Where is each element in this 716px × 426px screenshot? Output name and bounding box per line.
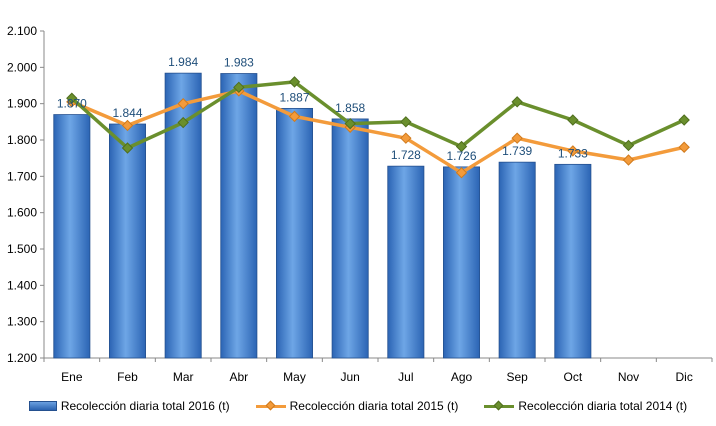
y-tick-label: 1.200 — [7, 351, 37, 365]
marker-2014 — [455, 140, 468, 153]
marker-2014 — [177, 116, 189, 129]
x-tick-label: Nov — [618, 370, 639, 384]
x-tick-label: Sep — [506, 370, 528, 384]
legend-label-2014: Recolección diaria total 2014 (t) — [518, 399, 688, 413]
legend: Recolección diaria total 2016 (t) Recole… — [0, 396, 716, 416]
data-label: 1.733 — [558, 146, 588, 160]
x-tick-label: Ene — [61, 370, 83, 384]
x-tick-label: Mar — [173, 370, 194, 384]
legend-label-2015: Recolección diaria total 2015 (t) — [289, 399, 459, 413]
y-tick-label: 2.100 — [7, 24, 37, 38]
data-label: 1.984 — [168, 55, 198, 69]
legend-swatch-2016 — [28, 401, 57, 411]
bar — [53, 114, 91, 359]
marker-2014 — [622, 139, 635, 152]
data-label: 1.983 — [224, 56, 254, 70]
marker-2014 — [233, 81, 245, 94]
x-tick-label: Feb — [117, 370, 138, 384]
marker-2015 — [678, 141, 690, 153]
bars-2016 — [53, 72, 592, 359]
marker-2015 — [288, 110, 301, 123]
x-tick-label: Oct — [563, 370, 582, 384]
bar — [554, 163, 592, 359]
bar — [220, 73, 258, 359]
marker-2015 — [121, 119, 134, 132]
x-tick-label: Abr — [229, 370, 248, 384]
bar — [443, 166, 480, 359]
bar — [331, 118, 369, 359]
bar — [276, 107, 313, 359]
y-tick-label: 1.300 — [7, 315, 37, 329]
bar — [109, 123, 146, 359]
line-series-2015 — [71, 89, 685, 175]
data-label: 1.728 — [391, 148, 421, 162]
marker-2014 — [511, 96, 523, 108]
data-label: 1.858 — [335, 101, 365, 115]
marker-2014 — [567, 114, 579, 126]
marker-2014 — [344, 117, 356, 130]
lines — [66, 76, 690, 179]
marker-2015 — [400, 132, 412, 144]
bar — [498, 161, 536, 359]
legend-item-2016: Recolección diaria total 2016 (t) — [28, 396, 230, 416]
y-tick-label: 1.900 — [7, 97, 37, 111]
axes: 1.200 1.300 1.400 1.500 1.600 1.700 1.800 1.900… — [7, 24, 713, 384]
x-tick-label: Ago — [451, 370, 473, 384]
legend-item-2015: Recolección diaria total 2015 (t) — [255, 396, 459, 416]
marker-2014 — [400, 116, 412, 128]
data-label: 1.726 — [446, 149, 476, 163]
marker-2015 — [567, 145, 579, 157]
x-tick-label: Jul — [398, 370, 413, 384]
x-tick-label: Dic — [675, 370, 692, 384]
legend-item-2014: Recolección diaria total 2014 (t) — [484, 396, 687, 416]
marker-2014 — [121, 142, 134, 154]
line-series-2014 — [70, 80, 685, 150]
y-tick-label: 1.500 — [7, 242, 37, 256]
data-label: 1.739 — [502, 144, 532, 158]
bar — [387, 165, 425, 359]
data-label: 1.887 — [279, 90, 309, 104]
y-tick-label: 1.700 — [7, 169, 37, 183]
y-tick-label: 1.600 — [7, 206, 37, 220]
marker-2014 — [66, 92, 78, 104]
marker-2015 — [455, 166, 468, 179]
x-tick-label: Jun — [340, 370, 359, 384]
legend-label-2016: Recolección diaria total 2016 (t) — [60, 399, 230, 413]
x-tick-label: May — [283, 370, 306, 384]
data-label: 1.870 — [57, 97, 87, 111]
data-label: 1.844 — [112, 106, 142, 120]
marker-2015 — [622, 154, 635, 166]
legend-swatch-2014 — [484, 401, 515, 411]
marker-2014 — [678, 114, 690, 126]
y-tick-label: 1.800 — [7, 133, 37, 147]
marker-2014 — [288, 76, 301, 88]
y-tick-label: 1.400 — [7, 278, 37, 292]
data-labels: 1.870 1.844 1.984 1.983 1.887 1.858 1.728 1.726… — [57, 55, 588, 163]
legend-swatch-2015 — [255, 401, 286, 411]
y-tick-label: 2.000 — [7, 60, 37, 74]
marker-2015 — [511, 132, 523, 144]
marker-2015 — [177, 97, 189, 110]
